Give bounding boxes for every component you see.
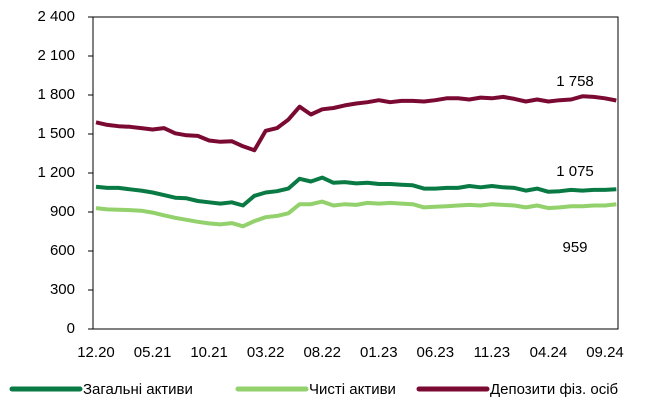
x-tick-label: 09.24 (586, 344, 624, 361)
annotation: 1 075 (556, 163, 594, 180)
x-tick-label: 03.22 (247, 344, 285, 361)
y-tick-label: 600 (50, 242, 75, 259)
y-tick-label: 2 100 (37, 47, 75, 64)
y-tick-label: 900 (50, 203, 75, 220)
legend-label: Чисті активи (309, 381, 396, 398)
x-tick-label: 04.24 (530, 344, 568, 361)
legend-label: Депозити фіз. осіб (490, 381, 618, 398)
x-tick-label: 10.21 (190, 344, 228, 361)
x-tick-label: 06.23 (417, 344, 455, 361)
x-tick-label: 11.23 (474, 344, 510, 361)
y-tick-label: 0 (67, 320, 75, 337)
x-tick-label: 12.20 (77, 344, 115, 361)
x-tick-label: 01.23 (360, 344, 398, 361)
y-tick-label: 1 500 (37, 125, 75, 142)
y-tick-label: 2 400 (37, 8, 75, 25)
y-tick-label: 1 800 (37, 86, 75, 103)
x-tick-label: 08.22 (303, 344, 341, 361)
legend-label: Загальні активи (83, 381, 193, 398)
series-line (95, 199, 617, 229)
x-tick-label: 05.21 (134, 344, 172, 361)
series-line (95, 94, 617, 153)
y-tick-label: 1 200 (37, 164, 75, 181)
plot-frame (92, 16, 619, 330)
y-tick-label: 300 (50, 281, 75, 298)
series-line (95, 175, 617, 208)
annotation: 1 758 (556, 73, 594, 90)
annotation: 959 (562, 239, 587, 256)
